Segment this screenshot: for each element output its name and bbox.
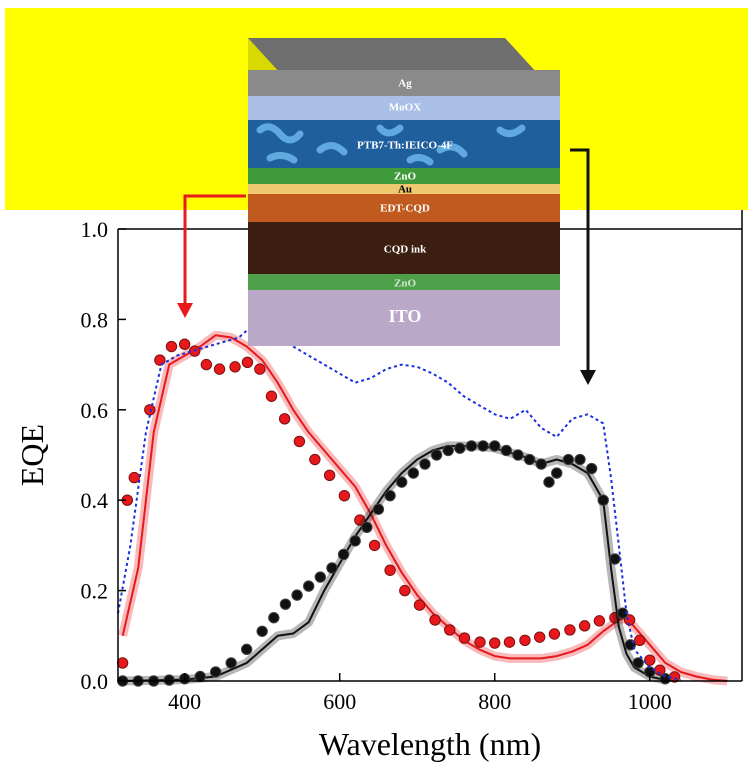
data-point	[598, 495, 608, 505]
data-point	[294, 436, 304, 446]
data-point	[455, 443, 465, 453]
data-point	[315, 572, 325, 582]
data-point	[544, 477, 554, 487]
x-tick-label: 1000	[628, 689, 672, 714]
data-point	[431, 450, 441, 460]
layer-label: MoOX	[389, 102, 421, 114]
data-point	[536, 459, 546, 469]
layer-label: Au	[398, 184, 412, 196]
line	[123, 335, 728, 681]
data-point	[369, 540, 379, 550]
data-point	[466, 441, 476, 451]
data-point	[350, 536, 360, 546]
device-inset: Ag MoOX PTB7-Th:IEICO-4F ZnO Au EDT-CQD …	[248, 38, 560, 346]
layer-label: ITO	[389, 306, 422, 326]
data-point	[117, 658, 127, 668]
y-tick-label: 0.4	[81, 488, 109, 513]
data-point	[594, 616, 604, 626]
data-point	[430, 615, 440, 625]
data-point	[586, 463, 596, 473]
data-point	[339, 490, 349, 500]
data-point	[362, 522, 372, 532]
data-point	[524, 454, 534, 464]
data-point	[660, 674, 670, 684]
data-point	[303, 581, 313, 591]
data-point	[459, 633, 469, 643]
y-axis-title: EQE	[14, 424, 50, 486]
data-point	[408, 468, 418, 478]
data-point	[478, 441, 488, 451]
data-point	[255, 364, 265, 374]
y-tick-label: 0.6	[81, 398, 109, 423]
data-point	[443, 445, 453, 455]
data-point	[214, 364, 224, 374]
x-axis-title: Wavelength (nm)	[319, 726, 541, 762]
x-tick-label: 600	[323, 689, 356, 714]
layer-label: CQD ink	[384, 244, 427, 256]
layer-label: ZnO	[394, 278, 416, 290]
layer-label: PTB7-Th:IEICO-4F	[357, 140, 453, 152]
data-point	[579, 621, 589, 631]
x-tick-label: 400	[168, 689, 201, 714]
plot-area	[117, 324, 727, 686]
layer-label: ZnO	[394, 171, 416, 183]
data-point	[385, 490, 395, 500]
data-point	[633, 658, 643, 668]
data-point	[210, 667, 220, 677]
y-tick-label: 0.2	[81, 579, 109, 604]
y-tick-label: 1.0	[81, 217, 109, 242]
data-point	[520, 635, 530, 645]
layer-label: EDT-CQD	[380, 203, 430, 215]
data-point	[634, 635, 644, 645]
data-point	[145, 405, 155, 415]
data-point	[504, 637, 514, 647]
data-point	[269, 613, 279, 623]
data-point	[552, 468, 562, 478]
chart: EQE Wavelength (nm) Ag MoOX PTB7-Th:IEIC…	[0, 0, 748, 767]
y-tick-label: 0.0	[81, 669, 109, 694]
data-point	[195, 671, 205, 681]
data-point	[414, 600, 424, 610]
data-point	[310, 454, 320, 464]
data-point	[280, 599, 290, 609]
data-point	[241, 644, 251, 654]
data-point	[400, 585, 410, 595]
data-point	[420, 459, 430, 469]
data-point	[166, 341, 176, 351]
data-point	[549, 629, 559, 639]
layer-label: Ag	[398, 78, 412, 90]
data-point	[164, 675, 174, 685]
data-point	[242, 357, 252, 367]
data-point	[201, 359, 211, 369]
data-point	[385, 565, 395, 575]
line	[118, 324, 681, 680]
data-point	[490, 638, 500, 648]
data-point	[501, 445, 511, 455]
data-point	[534, 632, 544, 642]
data-point	[610, 554, 620, 564]
y-tick-label: 0.8	[81, 307, 109, 332]
data-point	[645, 655, 655, 665]
data-point	[257, 626, 267, 636]
data-point	[292, 590, 302, 600]
x-tick-label: 800	[478, 689, 511, 714]
data-point	[324, 470, 334, 480]
data-point	[179, 339, 189, 349]
data-point	[563, 454, 573, 464]
data-point	[327, 563, 337, 573]
data-point	[129, 472, 139, 482]
data-point	[445, 625, 455, 635]
data-point	[226, 658, 236, 668]
data-point	[475, 637, 485, 647]
data-point	[266, 391, 276, 401]
data-point	[230, 362, 240, 372]
data-point	[373, 504, 383, 514]
data-point	[513, 450, 523, 460]
data-point	[575, 454, 585, 464]
data-point	[490, 441, 500, 451]
data-point	[279, 414, 289, 424]
data-point	[338, 549, 348, 559]
data-point	[565, 625, 575, 635]
data-point	[397, 477, 407, 487]
